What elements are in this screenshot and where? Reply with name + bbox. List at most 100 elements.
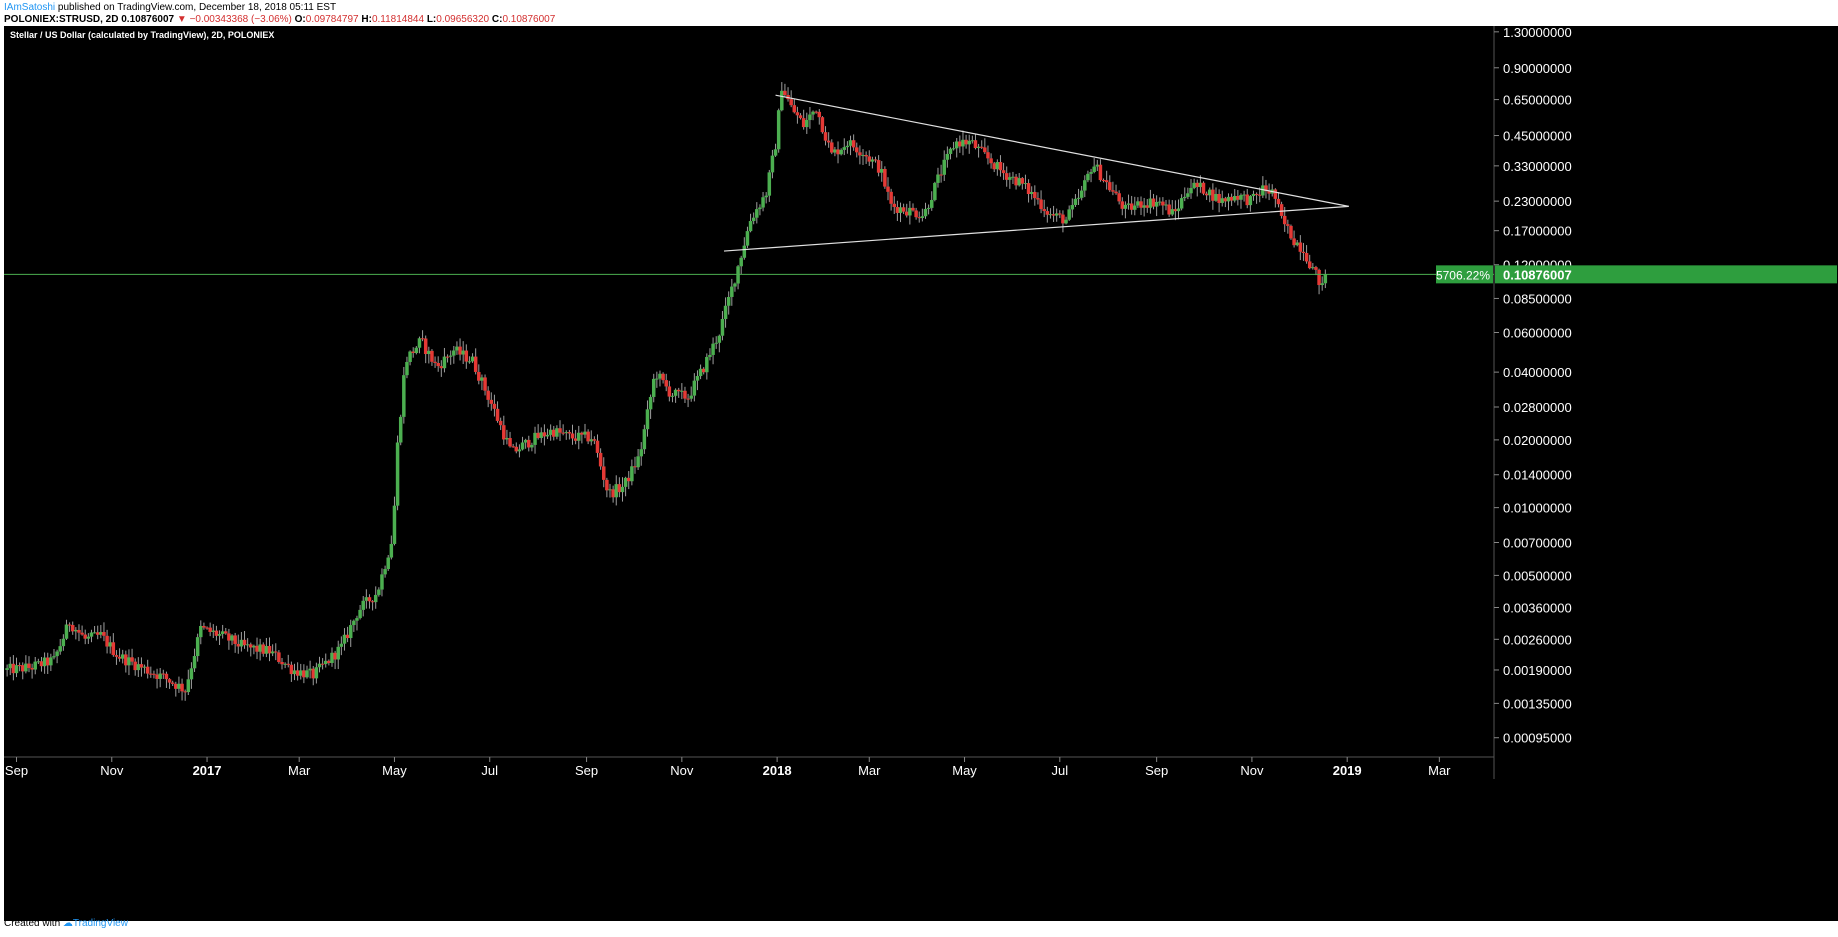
candle-down[interactable] — [889, 191, 893, 204]
candle-up[interactable] — [695, 376, 700, 381]
candle-down[interactable] — [124, 654, 128, 666]
candle-down[interactable] — [233, 635, 237, 644]
candle-down[interactable] — [502, 425, 506, 440]
candle-down[interactable] — [436, 362, 440, 367]
candle-down[interactable] — [567, 432, 572, 434]
candle-down[interactable] — [823, 132, 828, 141]
candle-up[interactable] — [761, 197, 765, 208]
candle-up[interactable] — [776, 110, 781, 150]
candle-up[interactable] — [1320, 283, 1324, 286]
candle-down[interactable] — [445, 356, 450, 358]
candle-up[interactable] — [839, 149, 843, 155]
candle-up[interactable] — [1295, 242, 1299, 246]
candle-up[interactable] — [1248, 196, 1253, 206]
candle-up[interactable] — [539, 432, 544, 438]
candle-down[interactable] — [855, 147, 859, 153]
candle-up[interactable] — [239, 639, 244, 647]
candle-down[interactable] — [152, 673, 156, 675]
candle-up[interactable] — [764, 195, 768, 198]
candle-down[interactable] — [611, 489, 615, 498]
candle-down[interactable] — [661, 373, 665, 381]
candle-down[interactable] — [80, 632, 84, 635]
candle-up[interactable] — [929, 199, 934, 208]
candle-down[interactable] — [280, 661, 284, 665]
candle-up[interactable] — [923, 208, 928, 217]
candle-down[interactable] — [1145, 205, 1150, 208]
candle-down[interactable] — [11, 663, 16, 674]
candle-down[interactable] — [986, 152, 990, 159]
candle-up[interactable] — [530, 444, 534, 448]
candle-up[interactable] — [845, 145, 850, 148]
candle-up[interactable] — [299, 670, 303, 676]
candle-down[interactable] — [914, 210, 918, 218]
candle-down[interactable] — [536, 432, 540, 438]
candle-up[interactable] — [408, 351, 412, 362]
candle-down[interactable] — [664, 380, 668, 387]
candle-up[interactable] — [926, 207, 931, 209]
candle-down[interactable] — [1289, 225, 1293, 239]
candle-down[interactable] — [592, 439, 597, 441]
candle-down[interactable] — [249, 644, 253, 648]
candle-up[interactable] — [1133, 205, 1137, 210]
candle-up[interactable] — [670, 395, 675, 397]
candle-down[interactable] — [701, 368, 706, 373]
candle-up[interactable] — [1079, 190, 1084, 198]
candle-down[interactable] — [1254, 193, 1259, 195]
candle-down[interactable] — [1236, 195, 1240, 200]
candle-up[interactable] — [270, 651, 275, 654]
candle-down[interactable] — [77, 629, 81, 633]
candle-down[interactable] — [430, 350, 434, 362]
candle-up[interactable] — [308, 668, 312, 671]
candle-up[interactable] — [52, 656, 56, 658]
candle-down[interactable] — [1039, 199, 1043, 210]
candle-down[interactable] — [1217, 193, 1221, 203]
candle-down[interactable] — [1304, 253, 1309, 262]
candle-down[interactable] — [139, 664, 144, 668]
candle-down[interactable] — [901, 207, 906, 212]
candle-down[interactable] — [1273, 189, 1278, 199]
candle-down[interactable] — [133, 661, 137, 671]
candle-down[interactable] — [1101, 180, 1106, 182]
candle-up[interactable] — [355, 618, 359, 621]
candle-down[interactable] — [633, 466, 637, 468]
candle-up[interactable] — [548, 429, 553, 435]
candle-up[interactable] — [639, 449, 643, 457]
candle-down[interactable] — [1108, 182, 1112, 191]
candle-down[interactable] — [155, 674, 159, 679]
candle-up[interactable] — [392, 505, 397, 544]
candle-up[interactable] — [505, 438, 509, 440]
candle-up[interactable] — [673, 389, 678, 396]
candle-down[interactable] — [570, 433, 575, 439]
candle-up[interactable] — [283, 663, 287, 665]
candle-down[interactable] — [683, 390, 687, 399]
candle-down[interactable] — [27, 663, 31, 668]
candle-up[interactable] — [192, 656, 197, 669]
candle-down[interactable] — [676, 389, 681, 392]
candle-up[interactable] — [317, 663, 322, 668]
candle-up[interactable] — [189, 668, 194, 680]
candle-up[interactable] — [1008, 177, 1012, 180]
candle-up[interactable] — [698, 368, 703, 377]
candle-down[interactable] — [327, 660, 331, 663]
candle-up[interactable] — [1198, 182, 1203, 188]
candle-down[interactable] — [873, 159, 878, 161]
candle-up[interactable] — [739, 257, 743, 267]
candle-up[interactable] — [1142, 205, 1146, 208]
candle-up[interactable] — [264, 645, 269, 654]
candle-down[interactable] — [333, 652, 337, 660]
candle-up[interactable] — [1158, 201, 1162, 203]
candle-down[interactable] — [202, 625, 206, 628]
candle-down[interactable] — [508, 438, 512, 447]
candle-down[interactable] — [801, 118, 806, 128]
candle-down[interactable] — [851, 140, 856, 148]
candle-down[interactable] — [464, 350, 469, 362]
candle-up[interactable] — [127, 657, 131, 666]
candle-up[interactable] — [630, 466, 634, 482]
candle-up[interactable] — [770, 155, 775, 173]
candle-up[interactable] — [455, 346, 459, 351]
candle-up[interactable] — [780, 90, 784, 111]
candle-down[interactable] — [1104, 180, 1109, 183]
candle-down[interactable] — [1173, 209, 1178, 212]
candle-down[interactable] — [989, 158, 993, 164]
candle-down[interactable] — [1204, 193, 1209, 196]
